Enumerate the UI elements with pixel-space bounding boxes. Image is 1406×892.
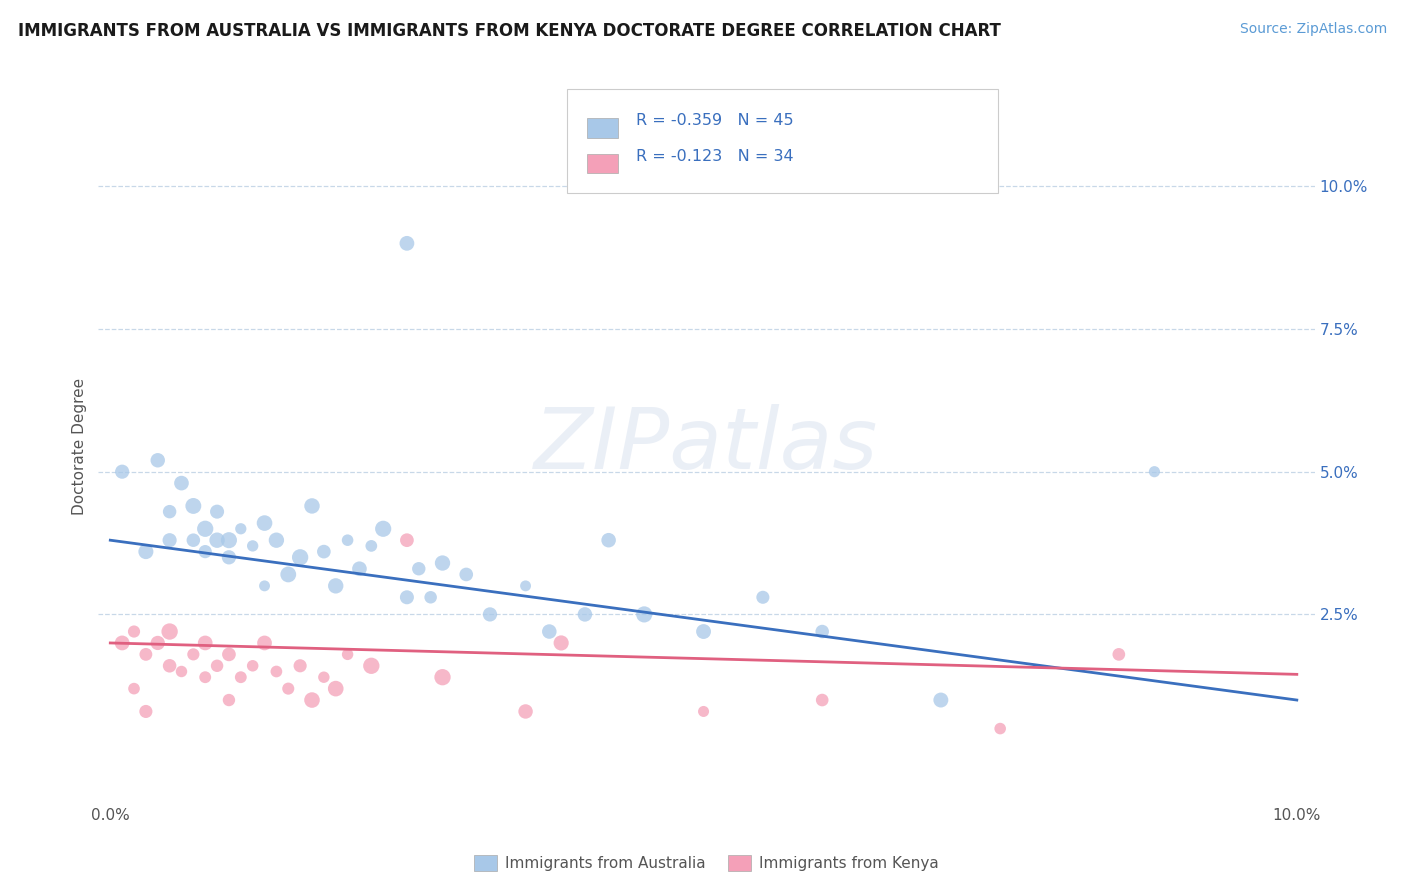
Point: [218, 533, 240, 548]
Point: [336, 648, 359, 662]
Point: [253, 579, 276, 593]
Point: [111, 636, 134, 650]
Point: [550, 636, 572, 650]
Point: [360, 539, 382, 553]
Point: [183, 499, 205, 513]
Point: [408, 562, 430, 576]
Point: [253, 636, 276, 650]
Point: [478, 607, 501, 622]
Point: [373, 522, 395, 536]
Point: [146, 453, 169, 467]
Text: R = -0.123   N = 34: R = -0.123 N = 34: [636, 149, 793, 164]
Point: [205, 533, 228, 548]
Point: [159, 505, 181, 519]
Point: [242, 658, 264, 673]
Point: [325, 681, 347, 696]
Point: [419, 591, 441, 605]
Point: [432, 670, 454, 684]
Legend: Immigrants from Australia, Immigrants from Kenya: Immigrants from Australia, Immigrants fr…: [468, 849, 945, 877]
Point: [135, 705, 157, 719]
Point: [266, 665, 288, 679]
Point: [988, 722, 1011, 736]
Point: [1108, 648, 1130, 662]
Point: [288, 658, 311, 673]
Point: [229, 670, 252, 684]
Text: ZIPatlas: ZIPatlas: [534, 404, 879, 488]
Point: [538, 624, 561, 639]
Text: Source: ZipAtlas.com: Source: ZipAtlas.com: [1240, 22, 1388, 37]
Point: [242, 539, 264, 553]
Point: [312, 670, 335, 684]
Point: [312, 544, 335, 558]
Point: [135, 648, 157, 662]
Text: R = -0.359   N = 45: R = -0.359 N = 45: [636, 113, 793, 128]
Point: [432, 556, 454, 570]
Point: [135, 544, 157, 558]
Point: [122, 624, 145, 639]
Point: [929, 693, 952, 707]
Point: [692, 705, 714, 719]
Point: [170, 476, 193, 491]
Point: [395, 236, 418, 251]
Point: [266, 533, 288, 548]
Point: [692, 624, 714, 639]
Point: [194, 544, 217, 558]
Point: [183, 648, 205, 662]
Point: [159, 658, 181, 673]
Point: [183, 533, 205, 548]
Point: [752, 591, 775, 605]
Point: [194, 636, 217, 650]
Text: IMMIGRANTS FROM AUSTRALIA VS IMMIGRANTS FROM KENYA DOCTORATE DEGREE CORRELATION : IMMIGRANTS FROM AUSTRALIA VS IMMIGRANTS …: [18, 22, 1001, 40]
Point: [336, 533, 359, 548]
Point: [1143, 465, 1166, 479]
Point: [395, 533, 418, 548]
Point: [515, 579, 537, 593]
Point: [205, 658, 228, 673]
Point: [633, 607, 655, 622]
Point: [360, 658, 382, 673]
Point: [574, 607, 596, 622]
Point: [811, 624, 834, 639]
Point: [811, 693, 834, 707]
Point: [301, 499, 323, 513]
FancyBboxPatch shape: [588, 118, 617, 137]
Point: [598, 533, 620, 548]
FancyBboxPatch shape: [588, 153, 617, 173]
Point: [301, 693, 323, 707]
Point: [218, 648, 240, 662]
Point: [456, 567, 478, 582]
Point: [218, 550, 240, 565]
Point: [395, 591, 418, 605]
FancyBboxPatch shape: [567, 89, 998, 193]
Point: [288, 550, 311, 565]
Point: [159, 533, 181, 548]
Point: [349, 562, 371, 576]
Point: [229, 522, 252, 536]
Point: [146, 636, 169, 650]
Point: [194, 522, 217, 536]
Point: [277, 681, 299, 696]
Point: [111, 465, 134, 479]
Point: [325, 579, 347, 593]
Point: [122, 681, 145, 696]
Point: [159, 624, 181, 639]
Point: [170, 665, 193, 679]
Point: [205, 505, 228, 519]
Point: [277, 567, 299, 582]
Y-axis label: Doctorate Degree: Doctorate Degree: [72, 377, 87, 515]
Point: [194, 670, 217, 684]
Point: [253, 516, 276, 530]
Point: [515, 705, 537, 719]
Point: [218, 693, 240, 707]
